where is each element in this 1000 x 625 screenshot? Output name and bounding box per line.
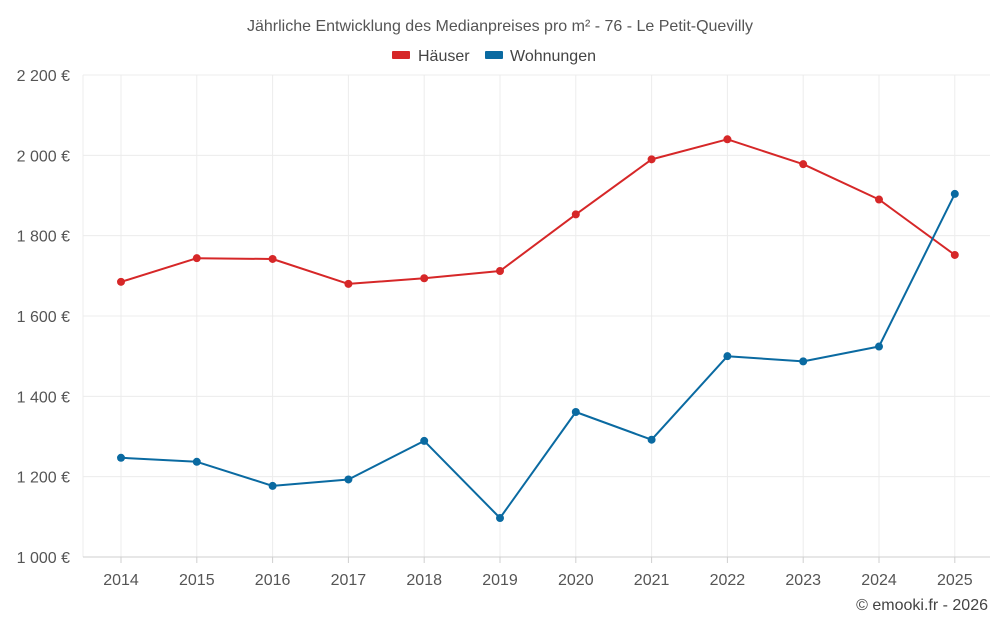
data-point-haeuser[interactable]	[192, 254, 201, 263]
x-tick-label: 2023	[785, 572, 821, 589]
x-tick-label: 2024	[861, 572, 897, 589]
series-layer	[117, 135, 959, 523]
legend-label-wohnungen[interactable]: Wohnungen	[510, 48, 596, 65]
y-tick-label: 1 800 €	[17, 229, 70, 246]
copyright-text: © emooki.fr - 2026	[856, 597, 988, 614]
data-point-haeuser[interactable]	[496, 267, 504, 276]
legend-label-haeuser[interactable]: Häuser	[418, 48, 470, 65]
data-point-wohnungen[interactable]	[192, 457, 201, 466]
data-point-wohnungen[interactable]	[950, 189, 959, 198]
y-tick-label: 2 200 €	[17, 68, 70, 85]
data-point-wohnungen[interactable]	[496, 514, 504, 523]
axes: 1 000 € 1 200 € 1 400 € 1 600 € 1 800 € 2 000…	[17, 68, 990, 589]
x-tick-label: 2021	[634, 572, 670, 589]
legend-swatch-wohnungen[interactable]	[485, 51, 503, 59]
x-tick-label: 2014	[103, 572, 139, 589]
data-point-wohnungen[interactable]	[117, 453, 125, 462]
legend-swatch-haeuser[interactable]	[392, 51, 410, 59]
y-tick-label: 2 000 €	[17, 148, 70, 165]
data-point-haeuser[interactable]	[420, 274, 429, 283]
data-point-haeuser[interactable]	[950, 250, 959, 259]
data-point-wohnungen[interactable]	[799, 357, 808, 366]
x-tick-label: 2019	[482, 572, 518, 589]
data-point-haeuser[interactable]	[344, 279, 353, 288]
data-point-haeuser[interactable]	[723, 135, 732, 144]
data-point-haeuser[interactable]	[571, 210, 580, 219]
data-point-haeuser[interactable]	[647, 155, 656, 164]
legend: Häuser Wohnungen	[392, 48, 596, 65]
y-tick-label: 1 400 €	[17, 389, 70, 406]
data-point-haeuser[interactable]	[117, 277, 125, 286]
data-point-wohnungen[interactable]	[723, 352, 732, 361]
x-tick-label: 2015	[179, 572, 215, 589]
data-point-wohnungen[interactable]	[875, 342, 883, 351]
x-tick-label: 2017	[331, 572, 367, 589]
data-point-wohnungen[interactable]	[344, 475, 353, 484]
grid	[82, 74, 990, 557]
y-tick-label: 1 200 €	[17, 470, 70, 487]
data-point-wohnungen[interactable]	[647, 435, 656, 444]
series-line-haeuser	[120, 138, 956, 285]
data-point-haeuser[interactable]	[268, 254, 277, 263]
data-point-wohnungen[interactable]	[268, 481, 277, 490]
x-tick-label: 2020	[558, 572, 594, 589]
x-tick-label: 2018	[406, 572, 442, 589]
y-tick-label: 1 600 €	[17, 309, 70, 326]
x-tick-label: 2016	[255, 572, 291, 589]
data-point-haeuser[interactable]	[799, 160, 808, 169]
chart-title: Jährliche Entwicklung des Medianpreises …	[247, 18, 753, 35]
data-point-wohnungen[interactable]	[420, 436, 429, 445]
y-tick-label: 1 000 €	[17, 550, 70, 567]
series-line-wohnungen	[120, 193, 956, 519]
x-tick-label: 2022	[710, 572, 746, 589]
data-point-haeuser[interactable]	[875, 195, 883, 204]
x-tick-label: 2025	[937, 572, 973, 589]
data-point-wohnungen[interactable]	[571, 407, 580, 416]
